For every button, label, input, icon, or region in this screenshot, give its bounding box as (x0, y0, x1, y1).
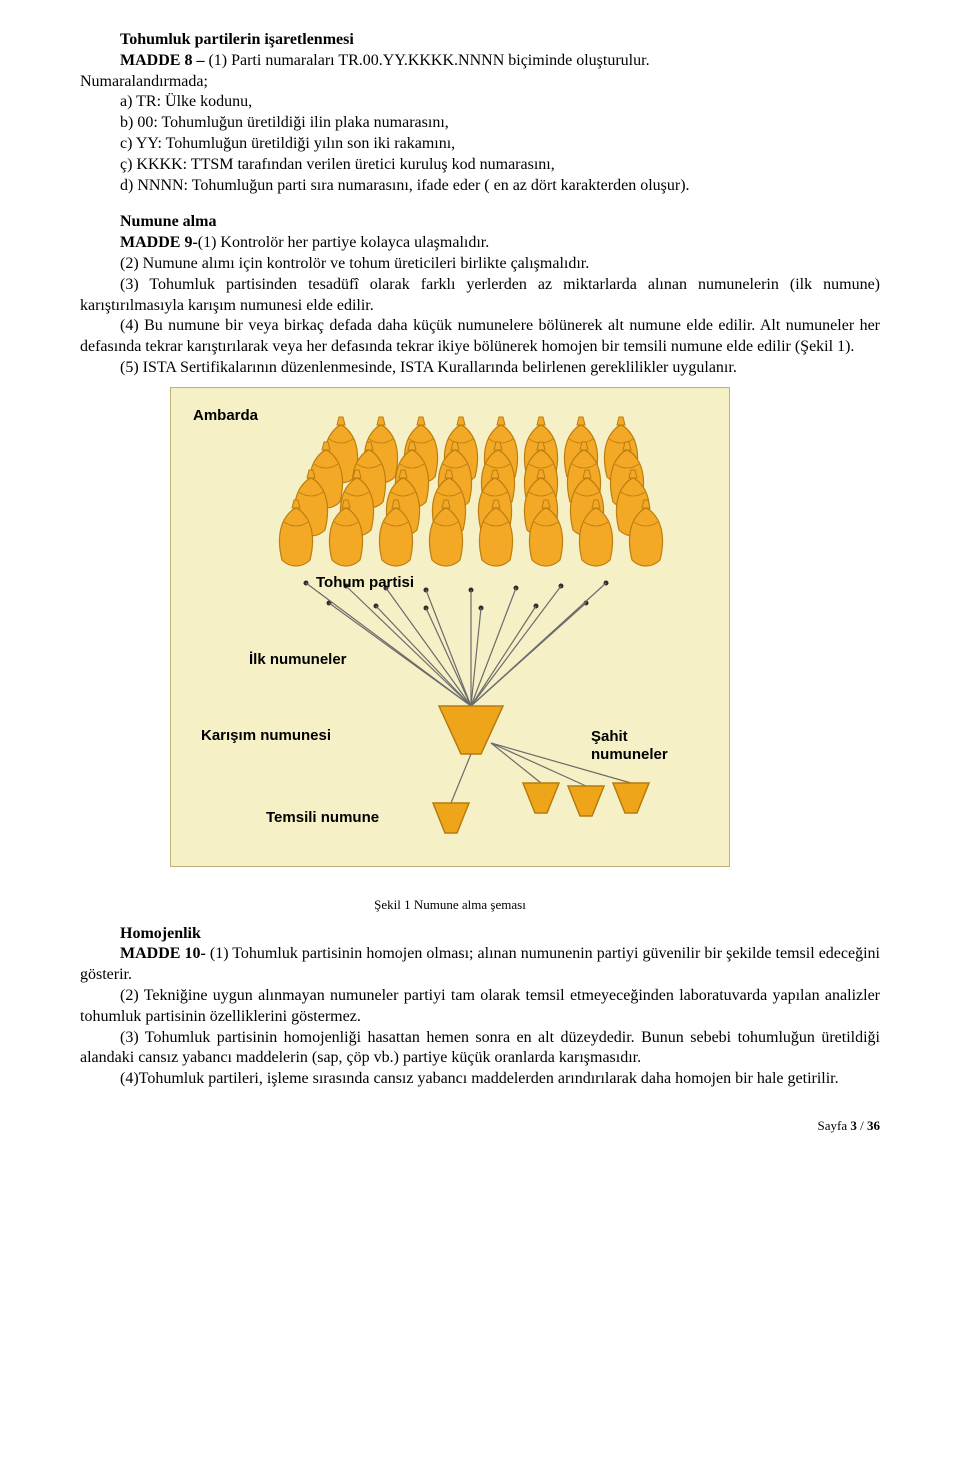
sampling-diagram: Ambarda Tohum partisi İlk numuneler Karı… (170, 387, 730, 867)
label-karisim-numunesi: Karışım numunesi (201, 726, 331, 746)
madde10-heading: Homojenlik (80, 924, 880, 945)
madde9-line1: MADDE 9-(1) Kontrolör her partiye kolayc… (80, 233, 880, 254)
madde8-a: a) TR: Ülke kodunu, (80, 92, 880, 113)
madde8-line1-rest: (1) Parti numaraları TR.00.YY.KKKK.NNNN … (208, 52, 649, 69)
madde8-line1: MADDE 8 – (1) Parti numaraları TR.00.YY.… (80, 51, 880, 72)
madde9-line1-rest: (1) Kontrolör her partiye kolayca ulaşma… (198, 234, 489, 251)
label-sahit-numuneler: Şahit numuneler (591, 728, 668, 764)
figure-container: Ambarda Tohum partisi İlk numuneler Karı… (170, 387, 730, 914)
diagram-svg (171, 388, 731, 868)
madde10-line1: MADDE 10- (1) Tohumluk partisinin homoje… (80, 944, 880, 986)
label-ambarda: Ambarda (193, 406, 258, 426)
madde9-p2: (2) Numune alımı için kontrolör ve tohum… (80, 254, 880, 275)
label-ilk-numuneler: İlk numuneler (249, 650, 347, 670)
madde9-line1-bold: MADDE 9- (120, 234, 198, 251)
page-footer: Sayfa 3 / 36 (80, 1118, 880, 1135)
footer-prefix: Sayfa (818, 1118, 851, 1133)
madde9-heading: Numune alma (80, 212, 880, 233)
footer-total: 36 (867, 1118, 880, 1133)
madde10-p2: (2) Tekniğine uygun alınmayan numuneler … (80, 986, 880, 1028)
madde9-p4: (4) Bu numune bir veya birkaç defada dah… (80, 316, 880, 358)
madde8-b: b) 00: Tohumluğun üretildiği ilin plaka … (80, 113, 880, 134)
sack-grid (279, 417, 662, 566)
madde8-line2: Numaralandırmada; (80, 72, 880, 93)
footer-sep: / (857, 1118, 867, 1133)
label-tohum-partisi: Tohum partisi (316, 573, 414, 593)
madde8-heading: Tohumluk partilerin işaretlenmesi (80, 30, 880, 51)
madde10-p4: (4)Tohumluk partileri, işleme sırasında … (80, 1069, 880, 1090)
madde8-line1-bold: MADDE 8 – (120, 52, 208, 69)
madde8-cc: ç) KKKK: TTSM tarafından verilen üretici… (80, 155, 880, 176)
figure-caption: Şekil 1 Numune alma şeması (170, 897, 730, 914)
madde10-line1-bold: MADDE 10- (120, 945, 210, 962)
madde8-c: c) YY: Tohumluğun üretildiği yılın son i… (80, 134, 880, 155)
madde8-d: d) NNNN: Tohumluğun parti sıra numarasın… (80, 176, 880, 197)
madde9-p5: (5) ISTA Sertifikalarının düzenlenmesind… (80, 358, 880, 379)
madde9-p3: (3) Tohumluk partisinden tesadüfî olarak… (80, 275, 880, 317)
label-temsili-numune: Temsili numune (266, 808, 379, 828)
madde10-p3: (3) Tohumluk partisinin homojenliği hasa… (80, 1028, 880, 1070)
